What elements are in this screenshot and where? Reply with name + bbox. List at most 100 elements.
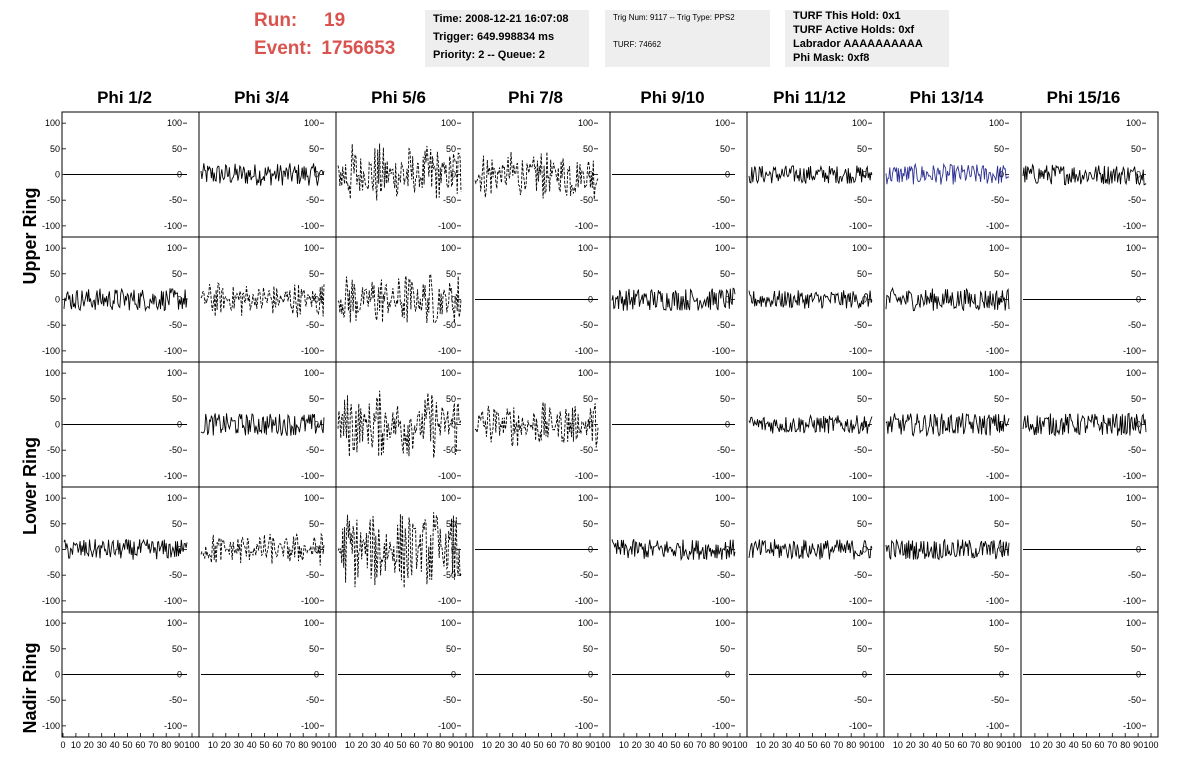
y-axis-label: 100 [45,243,60,253]
y-axis-label: -100 [42,721,60,731]
y-tick-label: -50 [169,320,182,330]
y-tick-label: -100 [301,721,319,731]
y-axis-label: 100 [45,368,60,378]
y-tick-label: 100 [441,493,456,503]
y-tick-label: -100 [575,221,593,231]
panel-frame [1020,611,1159,738]
y-tick-label: 50 [172,144,182,154]
y-tick-label: 50 [446,394,456,404]
y-tick-label: -50 [580,195,593,205]
y-tick-label: 50 [172,644,182,654]
x-tick-label: 40 [247,740,257,750]
x-tick-label: 40 [658,740,668,750]
x-tick-label: 90 [311,740,321,750]
y-tick-label: -50 [169,695,182,705]
y-tick-label: 100 [304,243,319,253]
y-tick-label: -50 [991,320,1004,330]
col-header-8: Phi 15/16 [1046,88,1121,107]
y-tick-label: 100 [1126,368,1141,378]
y-tick-label: -100 [712,221,730,231]
x-tick-label: 80 [709,740,719,750]
y-tick-label: -100 [164,221,182,231]
waveform-trace [474,402,599,448]
y-tick-label: -50 [443,695,456,705]
col-header-5: Phi 9/10 [640,88,705,107]
x-tick-label: 100 [1143,740,1158,750]
waveform-trace [1022,412,1147,437]
y-tick-label: 100 [715,493,730,503]
x-tick-label: 70 [970,740,980,750]
y-tick-label: 50 [583,644,593,654]
y-tick-label: 100 [989,493,1004,503]
x-tick-label: 100 [869,740,884,750]
x-tick-label: 100 [321,740,336,750]
x-tick-label: 60 [409,740,419,750]
run-label-text: Run: [254,10,298,31]
y-tick-label: 0 [451,170,456,180]
event-label-text: Event: [254,38,313,59]
x-tick-label: 10 [345,740,355,750]
y-axis-label: -50 [47,570,60,580]
y-tick-label: 100 [167,618,182,628]
trigger-text: Trigger: 649.998834 ms [433,31,555,43]
x-tick-label: 90 [996,740,1006,750]
x-tick-label: 30 [371,740,381,750]
y-tick-label: -100 [164,346,182,356]
y-tick-label: 0 [451,420,456,430]
y-tick-label: 100 [989,618,1004,628]
y-tick-label: 100 [852,118,867,128]
x-tick-label: 20 [495,740,505,750]
y-tick-label: -50 [717,570,730,580]
waveform-trace [611,287,736,311]
y-tick-label: -50 [1128,570,1141,580]
y-tick-label: -100 [164,721,182,731]
y-tick-label: 100 [578,618,593,628]
y-axis-label: -50 [47,320,60,330]
x-tick-label: 60 [820,740,830,750]
priority-text: Priority: 2 -- Queue: 2 [433,49,545,61]
y-axis-label: -100 [42,346,60,356]
y-tick-label: 0 [725,295,730,305]
x-tick-label: 60 [957,740,967,750]
x-tick-label: 10 [893,740,903,750]
y-tick-label: -50 [306,570,319,580]
y-axis-label: 50 [50,519,60,529]
waveform-trace [337,390,462,458]
y-tick-label: 100 [167,118,182,128]
x-tick-label: 30 [782,740,792,750]
x-tick-label: 50 [122,740,132,750]
waveform-trace [885,286,1010,312]
y-tick-label: 50 [994,269,1004,279]
y-tick-label: -50 [169,570,182,580]
y-tick-label: -100 [164,471,182,481]
y-tick-label: 100 [167,243,182,253]
x-tick-label: 70 [559,740,569,750]
x-tick-label: 70 [285,740,295,750]
y-tick-label: -50 [1128,195,1141,205]
y-tick-label: 100 [1126,118,1141,128]
y-tick-label: -50 [991,695,1004,705]
x-tick-label: 50 [1081,740,1091,750]
x-tick-label: 30 [1056,740,1066,750]
y-tick-label: 0 [862,295,867,305]
y-tick-label: -100 [986,721,1004,731]
y-tick-label: -100 [301,471,319,481]
y-axis-label: 100 [45,618,60,628]
y-tick-label: -100 [301,346,319,356]
y-tick-label: 100 [715,118,730,128]
y-tick-label: -50 [717,320,730,330]
y-tick-label: 100 [1126,243,1141,253]
y-axis-label: 50 [50,394,60,404]
y-tick-label: 100 [852,493,867,503]
y-tick-label: -50 [854,195,867,205]
waveform-trace [611,539,736,562]
x-tick-label: 20 [358,740,368,750]
x-tick-label: 20 [84,740,94,750]
y-tick-label: 50 [720,519,730,529]
x-tick-label: 30 [234,740,244,750]
y-tick-label: 0 [314,545,319,555]
x-tick-label: 30 [919,740,929,750]
y-tick-label: 0 [1136,420,1141,430]
y-tick-label: -50 [854,570,867,580]
x-tick-label: 100 [595,740,610,750]
